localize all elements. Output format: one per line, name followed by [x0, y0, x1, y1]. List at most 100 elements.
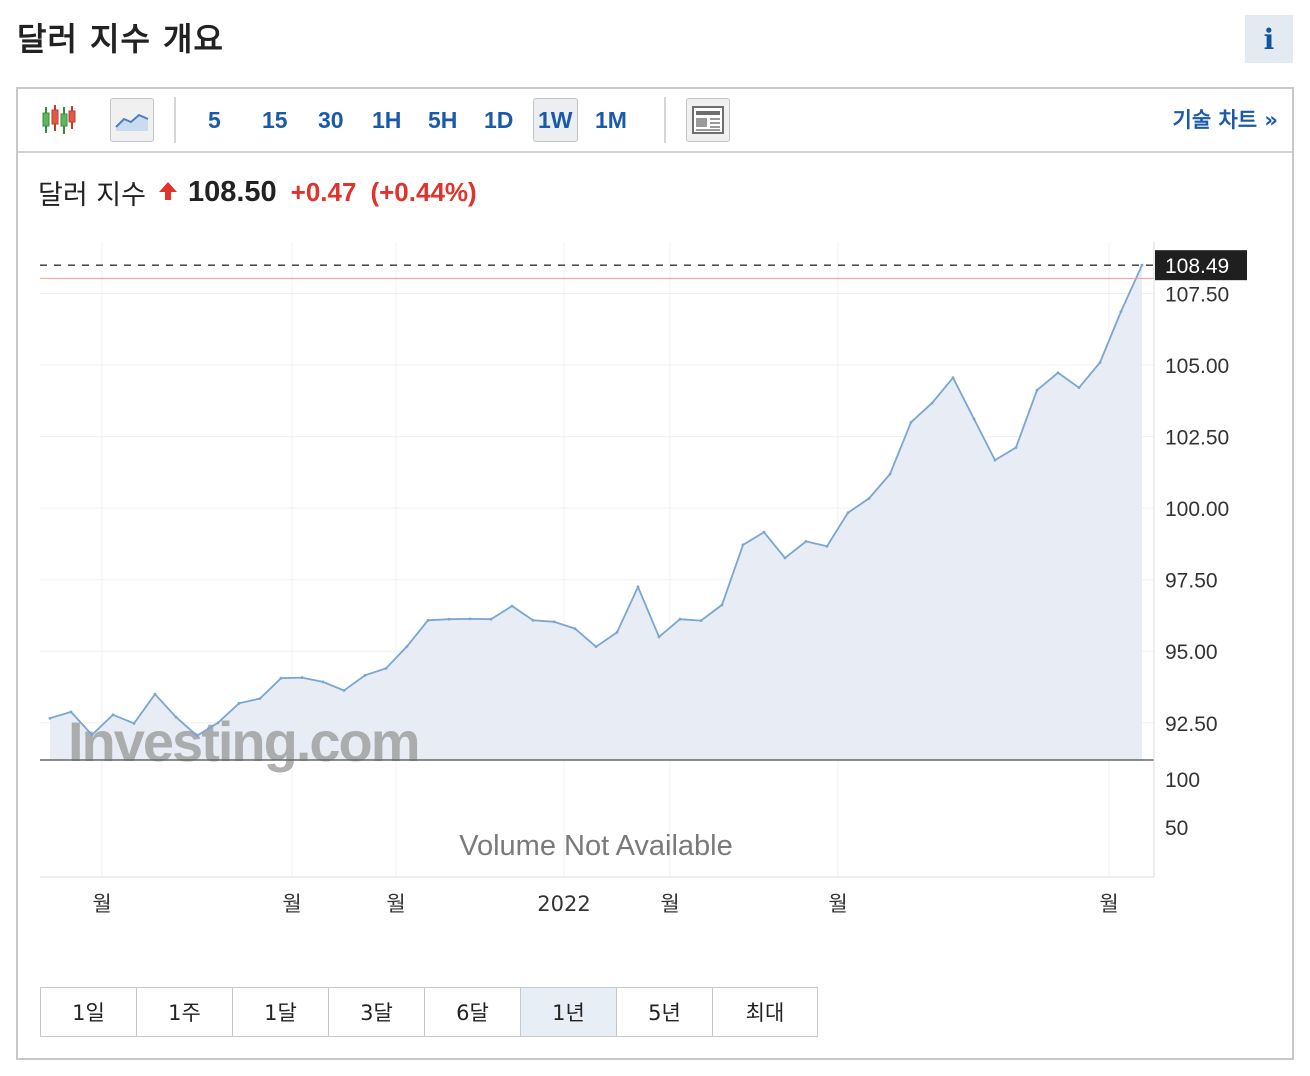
range-1-year[interactable]: 1년 [521, 988, 617, 1036]
x-tick-label: 월 [282, 892, 301, 916]
data-point [951, 376, 955, 380]
x-tick-label: 월 [660, 892, 679, 916]
data-point [195, 734, 199, 738]
data-point [468, 617, 472, 621]
y-tick-label: 105.00 [1165, 355, 1229, 378]
data-point [1119, 310, 1123, 313]
interval-5[interactable]: 5 [208, 106, 221, 133]
data-point [174, 715, 178, 719]
data-point [1035, 388, 1039, 392]
toolbar-divider [664, 97, 666, 143]
data-point [804, 539, 808, 543]
last-price: 108.50 [187, 176, 277, 208]
data-point [69, 710, 73, 714]
y-tick-label: 107.50 [1165, 284, 1229, 307]
data-point [510, 604, 514, 608]
range-1-month[interactable]: 1달 [233, 988, 329, 1036]
interval-1h[interactable]: 1H [372, 106, 402, 133]
chart-toolbar: 5 15 30 1H 5H 1D 1W 1M 기술 차트 » [18, 89, 1292, 153]
x-tick-label: 월 [828, 892, 847, 916]
last-value-badge [1155, 250, 1247, 281]
volume-tick-label: 50 [1165, 817, 1188, 840]
y-tick-label: 95.00 [1165, 641, 1218, 664]
interval-30[interactable]: 30 [318, 106, 344, 133]
y-tick-label: 97.50 [1165, 570, 1218, 593]
watermark-investing: Investing.com [68, 710, 419, 773]
data-point [447, 617, 451, 621]
x-tick-label: 월 [1099, 892, 1118, 916]
data-point [552, 620, 556, 624]
data-point [321, 680, 325, 684]
price-chart[interactable]: Investing.com 107.50 105.00 102.50 100.00 97… [18, 89, 1292, 949]
interval-5h[interactable]: 5H [428, 106, 458, 133]
interval-1m[interactable]: 1M [595, 106, 627, 133]
range-5-years[interactable]: 5년 [617, 988, 713, 1036]
instrument-name: 달러 지수 [38, 180, 146, 211]
data-point [720, 603, 724, 607]
x-tick-label: 월 [92, 892, 111, 916]
news-layout-icon[interactable] [686, 98, 730, 142]
range-1-day[interactable]: 1일 [41, 988, 137, 1036]
data-point [90, 733, 94, 737]
data-point [741, 543, 745, 547]
data-point [384, 667, 388, 670]
data-point [972, 417, 976, 421]
range-selector: 1일 1주 1달 3달 6달 1년 5년 최대 [40, 987, 818, 1037]
toolbar-divider [174, 97, 176, 143]
data-point [48, 716, 52, 720]
page-title: 달러 지수 개요 [17, 20, 224, 58]
data-point [258, 697, 262, 700]
area-chart-icon[interactable] [110, 98, 154, 142]
interval-1w[interactable]: 1W [533, 98, 578, 142]
price-change-percent: (+0.44%) [370, 177, 477, 207]
data-point [699, 619, 703, 623]
data-point [1098, 361, 1102, 364]
data-point [216, 721, 220, 725]
price-change: +0.47 [290, 177, 357, 207]
interval-15[interactable]: 15 [262, 106, 288, 133]
data-point [531, 618, 535, 622]
range-max[interactable]: 최대 [713, 988, 817, 1036]
technical-chart-link[interactable]: 기술 차트 » [1172, 108, 1278, 132]
data-point [111, 713, 115, 717]
range-6-months[interactable]: 6달 [425, 988, 521, 1036]
y-tick-label: 100.00 [1165, 498, 1229, 521]
data-point [237, 701, 241, 705]
data-point [573, 627, 577, 631]
data-point [132, 721, 136, 725]
info-icon[interactable]: i [1245, 15, 1293, 63]
x-tick-label: 월 [386, 892, 405, 916]
data-point [762, 530, 766, 534]
last-value-label: 108.49 [1165, 255, 1229, 278]
data-point [342, 689, 346, 692]
volume-tick-label: 100 [1165, 769, 1200, 792]
price-area-fill [50, 265, 1142, 760]
data-point [888, 472, 892, 476]
data-point [426, 618, 430, 622]
data-point [825, 544, 829, 548]
data-point [930, 401, 934, 405]
data-point [867, 497, 871, 500]
chart-widget: 5 15 30 1H 5H 1D 1W 1M 기술 차트 » 달러 지수 108… [16, 87, 1294, 1060]
quote-summary: 달러 지수 108.50 +0.47 (+0.44%) [38, 173, 477, 212]
data-point [846, 511, 850, 515]
interval-1d[interactable]: 1D [484, 106, 514, 133]
data-point [1014, 446, 1018, 449]
y-tick-label: 92.50 [1165, 713, 1218, 736]
data-point [1140, 263, 1144, 267]
data-point [909, 420, 913, 424]
range-1-week[interactable]: 1주 [137, 988, 233, 1036]
data-point [279, 676, 283, 680]
data-point [636, 585, 640, 589]
candlestick-icon[interactable] [36, 98, 80, 142]
data-point [615, 630, 619, 634]
volume-not-available: Volume Not Available [459, 830, 733, 862]
data-point [993, 458, 997, 462]
data-point [153, 692, 157, 696]
range-3-months[interactable]: 3달 [329, 988, 425, 1036]
data-point [489, 617, 493, 621]
data-point [678, 617, 682, 621]
data-point [657, 635, 661, 639]
data-point [405, 644, 409, 648]
y-tick-label: 102.50 [1165, 427, 1229, 450]
